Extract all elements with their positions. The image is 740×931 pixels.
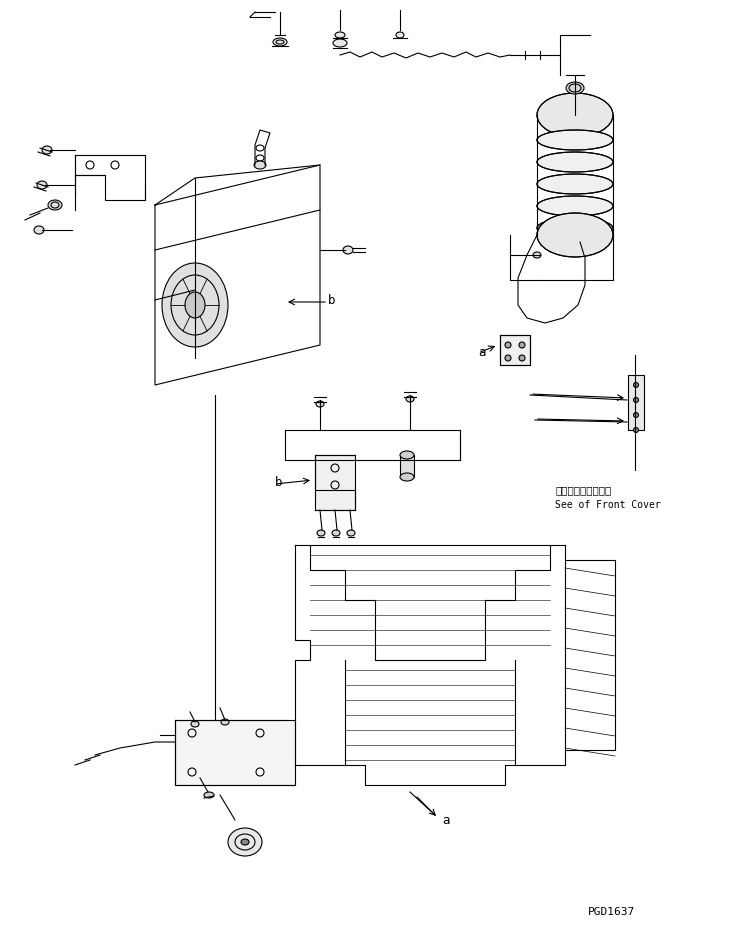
Ellipse shape: [537, 174, 613, 194]
Bar: [628, 375, 644, 430]
Text: a: a: [478, 345, 485, 358]
Ellipse shape: [42, 146, 52, 154]
Ellipse shape: [221, 719, 229, 725]
Circle shape: [633, 427, 639, 433]
Ellipse shape: [537, 196, 613, 216]
Text: PGD1637: PGD1637: [588, 907, 635, 917]
Ellipse shape: [537, 93, 613, 137]
Text: b: b: [328, 293, 335, 306]
Ellipse shape: [185, 292, 205, 318]
Ellipse shape: [228, 828, 262, 856]
Text: b: b: [275, 477, 283, 490]
Ellipse shape: [332, 530, 340, 536]
Ellipse shape: [400, 451, 414, 459]
Ellipse shape: [537, 152, 613, 172]
Circle shape: [633, 398, 639, 402]
Ellipse shape: [343, 246, 353, 254]
Ellipse shape: [566, 82, 584, 94]
Ellipse shape: [537, 130, 613, 150]
Bar: [500, 335, 530, 365]
Ellipse shape: [333, 39, 347, 47]
Ellipse shape: [254, 161, 266, 169]
Ellipse shape: [347, 530, 355, 536]
Ellipse shape: [37, 181, 47, 189]
Ellipse shape: [317, 530, 325, 536]
Ellipse shape: [162, 263, 228, 347]
Ellipse shape: [48, 200, 62, 210]
Circle shape: [519, 355, 525, 361]
Ellipse shape: [335, 32, 345, 38]
Ellipse shape: [537, 213, 613, 257]
Circle shape: [633, 383, 639, 387]
Ellipse shape: [396, 32, 404, 38]
Text: フロントカバー参照: フロントカバー参照: [555, 485, 611, 495]
Circle shape: [633, 412, 639, 417]
Ellipse shape: [273, 38, 287, 46]
Ellipse shape: [204, 792, 214, 798]
Text: See of Front Cover: See of Front Cover: [555, 500, 661, 510]
Ellipse shape: [533, 252, 541, 258]
Ellipse shape: [191, 721, 199, 727]
Circle shape: [519, 342, 525, 348]
Ellipse shape: [34, 226, 44, 234]
Ellipse shape: [406, 396, 414, 402]
Text: a: a: [442, 814, 449, 827]
Ellipse shape: [316, 401, 324, 407]
Bar: [400, 455, 414, 477]
Ellipse shape: [537, 218, 613, 238]
Ellipse shape: [400, 473, 414, 481]
Circle shape: [505, 355, 511, 361]
Bar: [315, 455, 355, 510]
Bar: [175, 720, 295, 785]
Circle shape: [505, 342, 511, 348]
Ellipse shape: [241, 839, 249, 845]
